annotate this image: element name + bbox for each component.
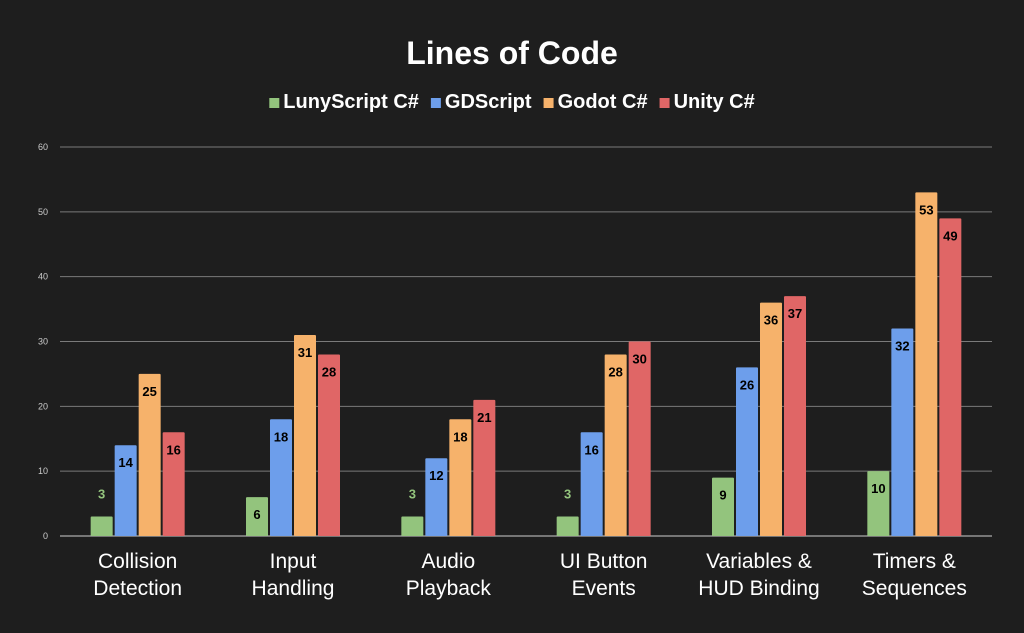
data-label: 10 <box>871 481 885 496</box>
x-tick-label: Input <box>270 550 317 573</box>
bar-godot-c--2 <box>449 419 472 536</box>
data-label: 32 <box>895 339 909 354</box>
legend-item-godot-c-: Godot C# <box>543 91 648 113</box>
legend-label: GDScript <box>445 91 532 113</box>
legend-swatch <box>659 98 670 108</box>
legend-swatch <box>430 98 441 108</box>
bar-gdscript-0 <box>114 445 137 536</box>
bar-gdscript-4 <box>736 367 758 536</box>
data-label: 6 <box>253 507 260 522</box>
data-label: 30 <box>632 352 646 367</box>
bar-godot-c--5 <box>915 192 938 536</box>
legend-label: Godot C# <box>558 91 648 113</box>
x-tick-label: Collision <box>98 550 177 573</box>
legend-item-lunyscript-c-: LunyScript C# <box>269 91 419 113</box>
data-label: 53 <box>919 202 933 217</box>
data-label: 21 <box>477 410 491 425</box>
x-tick-label: Sequences <box>862 577 967 600</box>
x-axis-tick-labels: Collision Detection Input Handling Audio Play… <box>93 550 967 600</box>
data-label: 3 <box>564 487 571 502</box>
data-label: 9 <box>719 488 726 503</box>
data-label: 14 <box>118 455 133 470</box>
data-label: 18 <box>274 429 288 444</box>
bar-godot-c--0 <box>138 373 161 536</box>
data-label: 37 <box>788 306 802 321</box>
bar-godot-c--3 <box>604 354 627 536</box>
data-label: 26 <box>740 377 754 392</box>
x-tick-label: Variables & <box>706 550 812 573</box>
y-tick-label: 30 <box>38 337 48 347</box>
x-tick-label: Audio <box>421 550 475 573</box>
y-tick-label: 10 <box>38 466 48 476</box>
data-labels: 3 14 25 16 6 18 31 28 3 12 18 21 3 16 28 30 9 26 36 37 10 32 5… <box>98 202 958 522</box>
bar-godot-c--1 <box>294 335 316 536</box>
x-tick-label: HUD Binding <box>698 577 819 600</box>
data-label: 12 <box>429 468 443 483</box>
data-label: 16 <box>584 442 598 457</box>
bar-unity-c--4 <box>784 296 806 536</box>
legend-item-gdscript: GDScript <box>430 91 532 113</box>
x-tick-label: Timers & <box>873 550 956 573</box>
legend-label: Unity C# <box>674 91 755 113</box>
bar-gdscript-5 <box>891 328 914 536</box>
legend-swatch <box>269 98 280 108</box>
bar-godot-c--4 <box>760 302 782 536</box>
data-label: 31 <box>298 345 312 360</box>
bar-unity-c--5 <box>939 218 962 537</box>
y-tick-label: 0 <box>43 531 48 541</box>
bar-lunyscript-c--4 <box>712 477 734 536</box>
bar-lunyscript-c--5 <box>867 471 890 536</box>
legend-swatch <box>543 98 554 108</box>
x-tick-label: Handling <box>252 577 335 600</box>
y-tick-label: 50 <box>38 207 48 217</box>
bar-unity-c--3 <box>628 341 651 536</box>
data-label: 25 <box>142 384 156 399</box>
data-label: 16 <box>166 442 180 457</box>
bar-lunyscript-c--0 <box>90 516 113 536</box>
data-label: 28 <box>322 364 336 379</box>
chart-title: Lines of Code <box>406 35 618 71</box>
y-tick-label: 20 <box>38 401 48 411</box>
bar-unity-c--2 <box>473 399 496 536</box>
data-label: 3 <box>409 487 416 502</box>
y-tick-label: 60 <box>38 142 48 152</box>
data-label: 36 <box>764 313 778 328</box>
legend: LunyScript C# GDScript Godot C# Unity C# <box>269 91 755 113</box>
y-axis-tick-labels: 0 10 20 30 40 50 60 <box>38 142 48 541</box>
grid-lines <box>60 146 992 537</box>
x-tick-label: Events <box>572 577 636 600</box>
bar-unity-c--1 <box>318 354 340 536</box>
x-tick-label: Detection <box>93 577 182 600</box>
bar-lunyscript-c--3 <box>556 516 579 536</box>
bar-gdscript-3 <box>580 432 603 536</box>
data-label: 28 <box>608 364 622 379</box>
legend-item-unity-c-: Unity C# <box>659 91 755 113</box>
bar-gdscript-1 <box>270 419 292 536</box>
bars <box>90 192 962 537</box>
x-tick-label: UI Button <box>560 550 648 573</box>
bar-gdscript-2 <box>425 458 448 536</box>
data-label: 3 <box>98 487 105 502</box>
x-tick-label: Playback <box>406 577 492 600</box>
bar-lunyscript-c--2 <box>401 516 424 536</box>
y-tick-label: 40 <box>38 272 48 282</box>
bar-lunyscript-c--1 <box>246 497 268 536</box>
data-label: 49 <box>943 228 957 243</box>
data-label: 18 <box>453 429 467 444</box>
legend-label: LunyScript C# <box>283 91 419 113</box>
bar-unity-c--0 <box>162 432 185 536</box>
